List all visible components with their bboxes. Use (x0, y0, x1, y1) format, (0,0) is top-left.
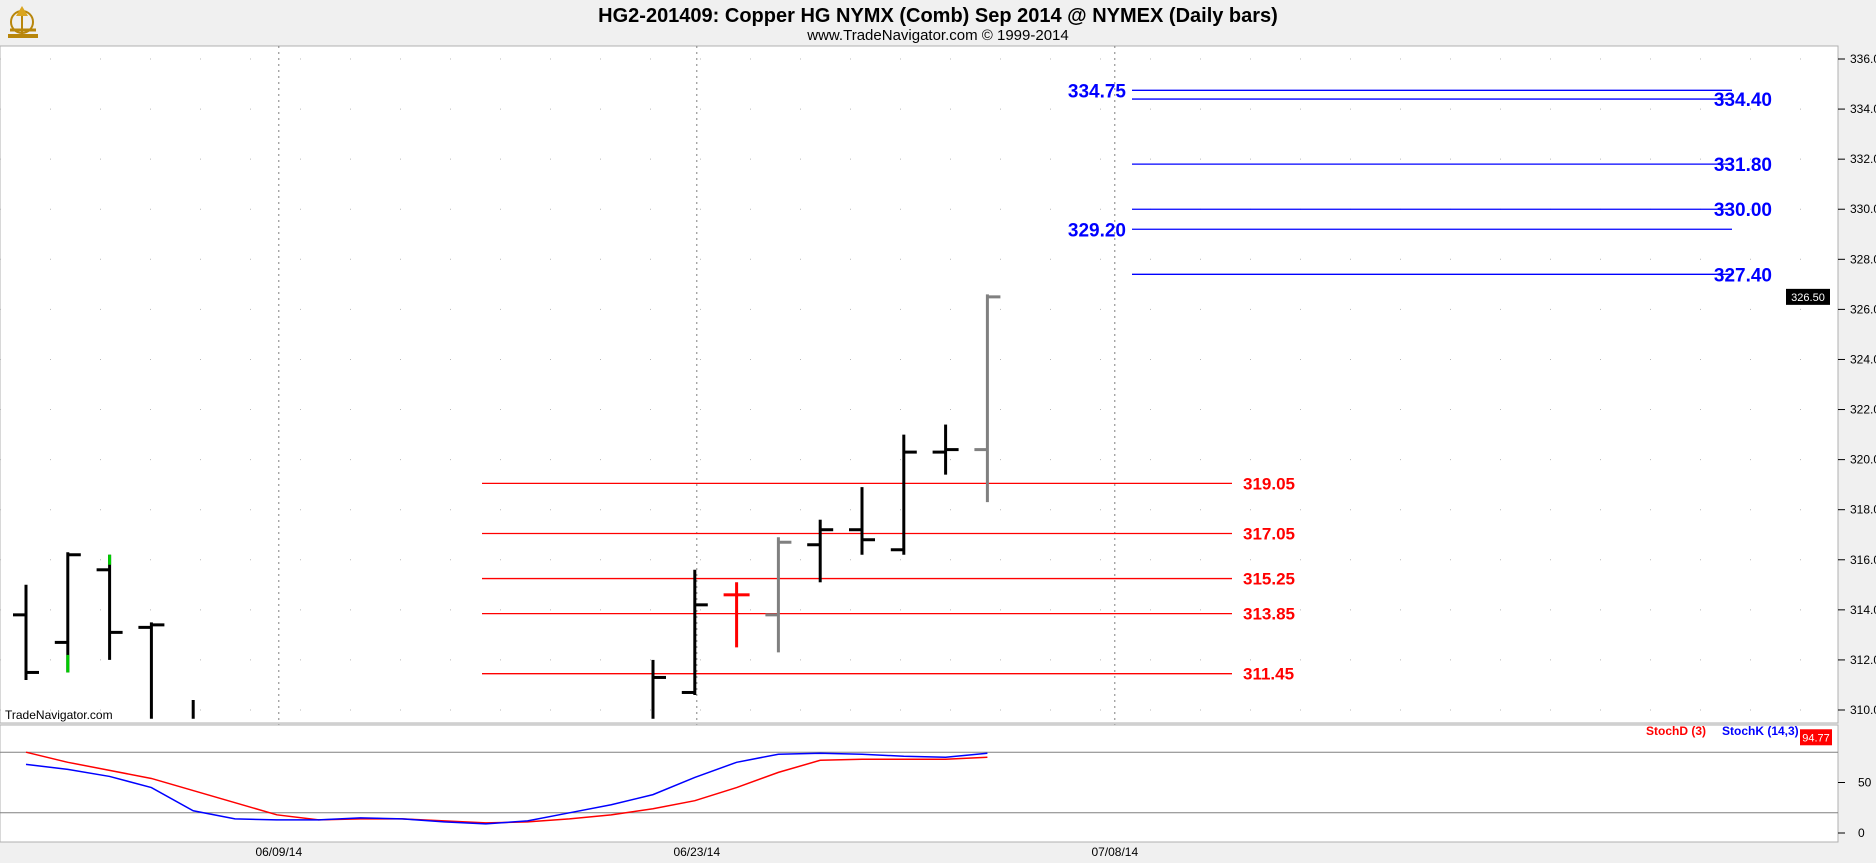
chart-title: HG2-201409: Copper HG NYMX (Comb) Sep 20… (598, 5, 1278, 27)
stochastic-grid (0, 751, 1838, 814)
ohlc-bar-20 (849, 487, 875, 555)
ohlc-bar-17 (723, 582, 750, 648)
price-tick-label-5: 320.00 (1850, 453, 1876, 467)
stoch-tick-label-1: 50 (1858, 776, 1872, 790)
ohlc-bar-21 (890, 434, 917, 555)
ohlc-bar-2 (96, 554, 123, 660)
stoch-badge-text: 94.77 (1802, 732, 1830, 744)
date-x-axis: 06/09/14 06/23/14 07/08/14 (255, 845, 1138, 859)
ohlc-bar-1 (54, 552, 81, 673)
price-tick-label-9: 328.00 (1850, 252, 1876, 266)
x-tick-label-1: 06/23/14 (673, 845, 720, 859)
price-tick-label-3: 316.00 (1850, 553, 1876, 567)
x-tick-label-2: 07/08/14 (1091, 845, 1138, 859)
ohlc-bar-0 (13, 584, 39, 680)
resistance-label-1: 334.40 (1714, 90, 1772, 111)
price-tick-label-0: 310.00 (1850, 703, 1876, 717)
stoch-badge-box (1800, 729, 1832, 746)
price-tick-label-10: 330.00 (1850, 202, 1876, 216)
ohlc-bar-22 (932, 424, 959, 475)
support-label-4: 311.45 (1243, 665, 1294, 684)
stoch-series-line-1 (25, 752, 988, 825)
ohlc-bars (13, 294, 1001, 719)
support-label-2: 315.25 (1243, 570, 1295, 589)
stochastic-y-axis: 0 50 (1838, 776, 1872, 840)
stochastic-lines (25, 751, 988, 825)
price-tick-label-8: 326.00 (1850, 302, 1876, 316)
stoch-legend-d: StochD (3) (1646, 724, 1706, 738)
last-price-badge-box (1786, 288, 1830, 305)
price-tick-label-2: 314.00 (1850, 603, 1876, 617)
watermark: TradeNavigator.com (5, 708, 113, 722)
ohlc-bar-23 (974, 294, 1001, 503)
trade-navigator-sextant-icon[interactable] (8, 6, 38, 38)
support-label-0: 319.05 (1243, 474, 1295, 493)
resistance-label-4: 329.20 (1068, 220, 1126, 241)
price-levels: 334.75 334.40 331.80 330.00 329.20 327.40 319.… (482, 81, 1772, 684)
price-grid (0, 46, 1838, 842)
resistance-label-5: 327.40 (1714, 265, 1772, 286)
support-label-1: 317.05 (1243, 524, 1295, 543)
price-tick-label-1: 312.00 (1850, 653, 1876, 667)
stochastic-panel[interactable] (0, 724, 1839, 843)
price-tick-label-11: 332.00 (1850, 152, 1876, 166)
resistance-label-3: 330.00 (1714, 200, 1772, 221)
price-y-axis: 310.00 312.00 314.00 316.00 318.00 320.00 322.… (1838, 52, 1876, 717)
stoch-legend-k: StochK (14,3) (1722, 724, 1799, 738)
stoch-tick-label-0: 0 (1858, 826, 1865, 840)
last-price-badge-text: 326.50 (1791, 292, 1825, 304)
ohlc-bar-18 (765, 537, 792, 653)
last-price-badge: 326.50 (1786, 288, 1830, 305)
resistance-label-2: 331.80 (1714, 155, 1772, 176)
ohlc-bar-3 (138, 622, 165, 719)
price-tick-label-6: 322.00 (1850, 403, 1876, 417)
ohlc-bar-15 (651, 659, 666, 719)
x-tick-label-0: 06/09/14 (255, 845, 302, 859)
resistance-label-0: 334.75 (1068, 81, 1127, 102)
price-panel[interactable] (0, 45, 1839, 724)
chart-subtitle: www.TradeNavigator.com © 1999-2014 (806, 27, 1068, 44)
ohlc-bar-16 (681, 569, 708, 695)
price-tick-label-13: 336.00 (1850, 52, 1876, 66)
ohlc-bar-19 (807, 519, 834, 583)
price-tick-label-7: 324.00 (1850, 352, 1876, 366)
stochastic-legend: StochD (3) StochK (14,3)94.77 (1646, 724, 1832, 746)
price-tick-label-4: 318.00 (1850, 503, 1876, 517)
header: HG2-201409: Copper HG NYMX (Comb) Sep 20… (8, 5, 1278, 44)
price-tick-label-12: 334.00 (1850, 102, 1876, 116)
support-label-3: 313.85 (1243, 605, 1295, 624)
